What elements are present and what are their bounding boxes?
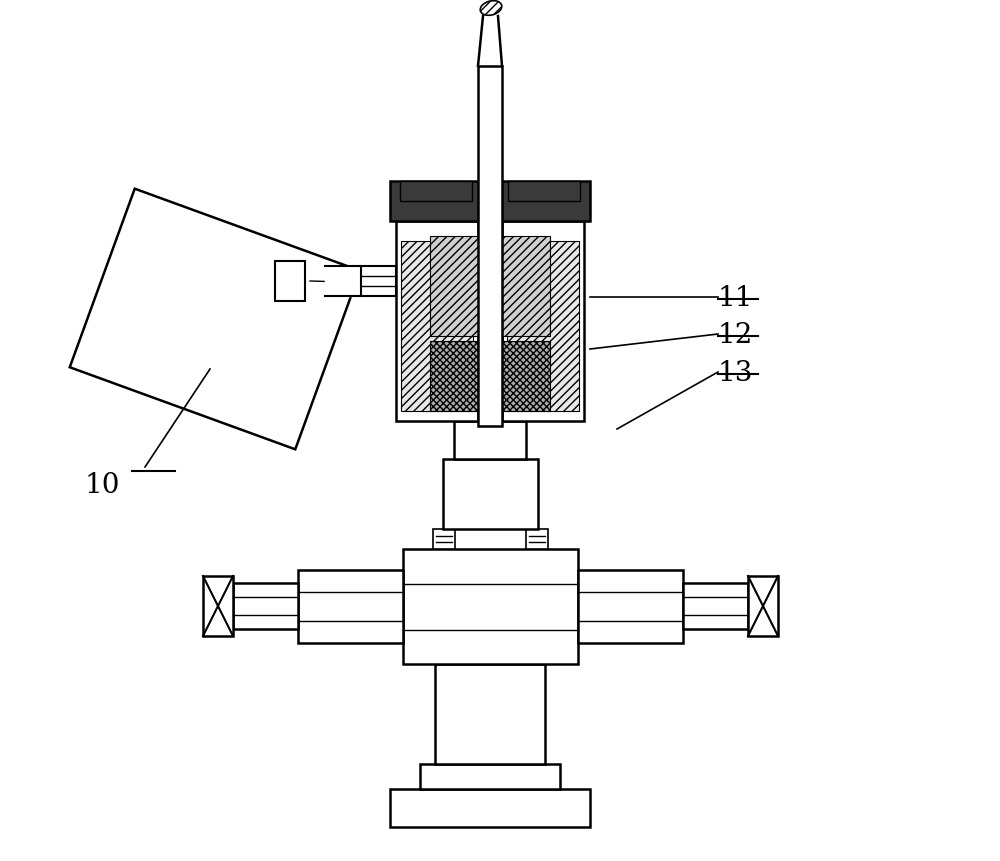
- Bar: [502, 237, 550, 337]
- Bar: [683, 583, 748, 629]
- Bar: [396, 222, 478, 422]
- Bar: [403, 549, 578, 664]
- Bar: [454, 422, 526, 460]
- Bar: [478, 67, 502, 426]
- Bar: [443, 460, 538, 530]
- Bar: [508, 182, 580, 201]
- Bar: [526, 530, 548, 549]
- Bar: [390, 182, 482, 222]
- Text: 12: 12: [718, 322, 753, 349]
- Bar: [578, 570, 683, 643]
- Ellipse shape: [480, 2, 502, 16]
- Bar: [430, 237, 478, 337]
- Bar: [748, 576, 778, 636]
- Bar: [498, 182, 590, 222]
- Bar: [430, 342, 478, 412]
- Bar: [433, 530, 455, 549]
- Bar: [361, 267, 396, 297]
- Bar: [203, 576, 233, 636]
- Bar: [400, 182, 472, 201]
- Bar: [502, 342, 550, 412]
- Bar: [298, 570, 403, 643]
- Text: 13: 13: [718, 360, 753, 387]
- Bar: [275, 262, 305, 301]
- Bar: [507, 242, 579, 412]
- Bar: [502, 222, 584, 422]
- Bar: [420, 764, 560, 789]
- Bar: [401, 242, 473, 412]
- Bar: [390, 789, 590, 827]
- Bar: [435, 664, 545, 764]
- Text: 10: 10: [85, 472, 121, 499]
- Polygon shape: [70, 189, 360, 449]
- Bar: [233, 583, 298, 629]
- Text: 11: 11: [718, 285, 754, 312]
